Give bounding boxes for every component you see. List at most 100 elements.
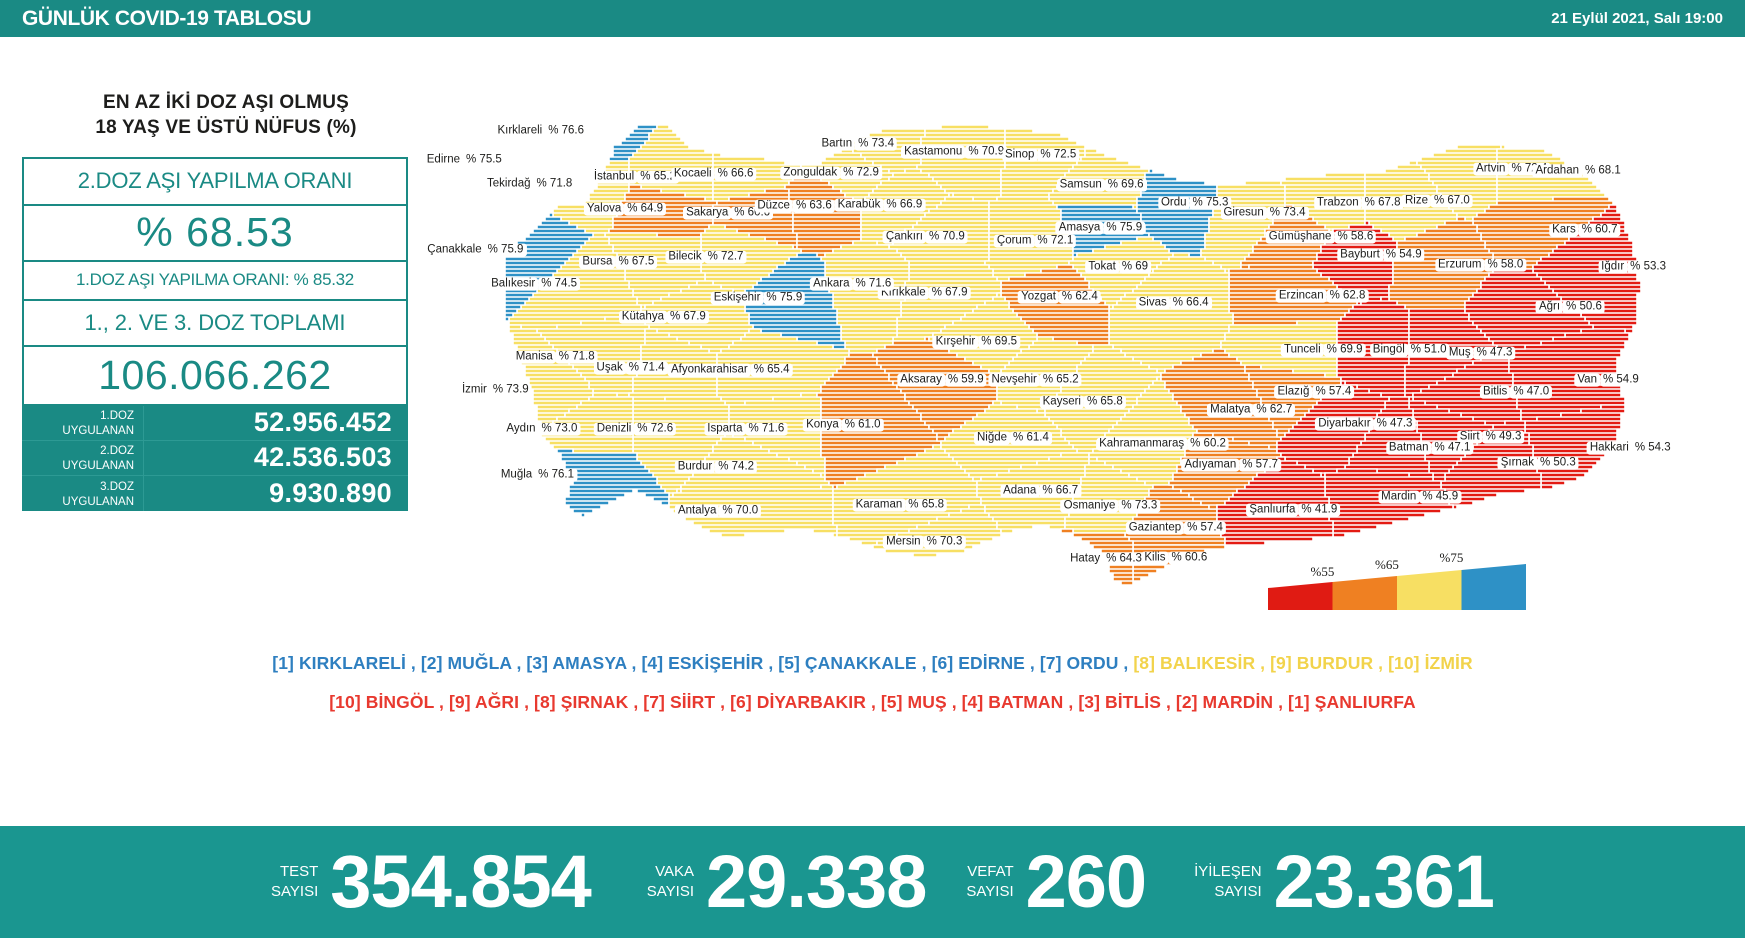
ranked-province: [3] AMASYA [526, 653, 626, 673]
legend-band-1 [1332, 576, 1397, 610]
vax-row-1: % 68.53 [24, 205, 406, 262]
vax-row-0: 2.DOZ AŞI YAPILMA ORANI [24, 158, 406, 206]
vaccination-panel: EN AZ İKİ DOZ AŞI OLMUŞ 18 YAŞ VE ÜSTÜ N… [22, 90, 408, 511]
list-separator: , [763, 653, 779, 673]
list-separator: , [865, 692, 881, 712]
list-separator: , [519, 692, 535, 712]
ranked-province: [6] EDİRNE [932, 653, 1025, 673]
ranked-province-name: MARDİN [1197, 692, 1274, 712]
ranked-province: [8] BALIKESİR [1133, 653, 1255, 673]
list-separator: , [916, 653, 932, 673]
ranked-province-name: ESKİŞEHİR [663, 653, 764, 673]
stat-label-line1: VAKA [655, 862, 695, 880]
dose-value: 42.536.503 [253, 442, 392, 473]
stat-i̇yi̇leşen: İYİLEŞEN SAYISI 23.361 [1194, 845, 1495, 919]
lowest-vaccination-list: [10] BİNGÖL , [9] AĞRI , [8] ŞIRNAK , [7… [0, 683, 1745, 722]
page-header: GÜNLÜK COVID-19 TABLOSU 21 Eylül 2021, S… [0, 0, 1745, 37]
list-separator: , [1063, 692, 1079, 712]
legend-band-2 [1397, 570, 1462, 610]
ranked-province: [10] BİNGÖL [329, 692, 434, 712]
dose-value: 9.930.890 [269, 477, 392, 508]
ranked-province-name: EDİRNE [953, 653, 1025, 673]
stat-vefat: VEFAT SAYISI 260 [966, 845, 1147, 919]
ranked-province-name: ŞANLIURFA [1309, 692, 1416, 712]
ranked-province-name: DİYARBAKIR [751, 692, 866, 712]
rank-badge: [6] [730, 692, 752, 712]
map-province-kilis[interactable] [1132, 544, 1226, 582]
ranked-province: [7] SİİRT [643, 692, 715, 712]
ranked-province: [1] KIRKLARELİ [272, 653, 406, 673]
dose-label: 1.DOZ UYGULANAN [22, 405, 144, 440]
ranked-province: [8] ŞIRNAK [534, 692, 628, 712]
ranked-province: [9] AĞRI [449, 692, 519, 712]
legend-wedge [1268, 564, 1526, 610]
stat-label-line2: SAYISI [966, 883, 1014, 900]
dose-row: 1.DOZ UYGULANAN 52.956.452 [22, 405, 408, 441]
list-separator: , [1373, 653, 1389, 673]
main-stage: EN AZ İKİ DOZ AŞI OLMUŞ 18 YAŞ VE ÜSTÜ N… [0, 37, 1745, 938]
vax-row-2: 1.DOZ AŞI YAPILMA ORANI: % 85.32 [24, 261, 406, 301]
panel-heading: EN AZ İKİ DOZ AŞI OLMUŞ 18 YAŞ VE ÜSTÜ N… [22, 90, 408, 141]
panel-heading-line2: 18 YAŞ VE ÜSTÜ NÜFUS (%) [95, 117, 357, 139]
list-separator: , [626, 653, 642, 673]
ranked-province-name: ORDU [1061, 653, 1119, 673]
stat-value: 29.338 [706, 840, 927, 923]
stat-label-line2: SAYISI [271, 883, 319, 900]
rank-badge: [5] [778, 653, 800, 673]
province-ranking-lists: [1] KIRKLARELİ , [2] MUĞLA , [3] AMASYA … [0, 644, 1745, 722]
stat-label: TEST SAYISI [271, 862, 318, 903]
map-province-antalya[interactable] [668, 484, 838, 538]
ranked-province-name: ÇANAKKALE [799, 653, 917, 673]
rank-badge: [7] [1039, 653, 1062, 673]
dose-value: 52.956.452 [253, 407, 392, 438]
rank-badge: [4] [961, 692, 984, 712]
list-separator: , [1161, 692, 1176, 712]
dose-label-line1: 2.DOZ [100, 445, 134, 458]
ranked-province: [9] BURDUR [1270, 653, 1373, 673]
ranked-province-name: MUĞLA [442, 653, 512, 673]
ranked-province: [5] MUŞ [881, 692, 947, 712]
stat-label-line2: SAYISI [1214, 883, 1262, 900]
map-color-legend: %55 %65 %75 [1268, 542, 1526, 612]
rank-badge: [7] [643, 692, 665, 712]
map-svg [504, 124, 1642, 586]
rank-badge: [3] [526, 653, 549, 673]
rank-badge: [8] [1133, 653, 1156, 673]
rank-badge: [10] [329, 692, 361, 712]
ranked-province-name: SİİRT [664, 692, 716, 712]
legend-band-0 [1268, 582, 1333, 610]
stat-label-line1: TEST [279, 862, 319, 880]
rank-badge: [5] [880, 692, 903, 712]
dose-label: 3.DOZ UYGULANAN [22, 475, 144, 511]
ranked-province-name: BALIKESİR [1155, 653, 1256, 673]
stat-label: VEFAT SAYISI [966, 862, 1013, 903]
ranked-province: [1] ŞANLIURFA [1288, 692, 1416, 712]
map-province-ayd-n[interactable] [540, 392, 634, 454]
stat-label-line1: VEFAT [967, 862, 1014, 880]
stat-value: 354.854 [330, 840, 591, 923]
ranked-province-name: ŞIRNAK [555, 692, 629, 712]
panel-heading-line1: EN AZ İKİ DOZ AŞI OLMUŞ [103, 92, 349, 113]
stat-label: VAKA SAYISI [647, 862, 694, 903]
map-province-k-r-ehir[interactable] [928, 292, 1038, 374]
rank-badge: [9] [448, 692, 471, 712]
legend-band-3 [1461, 564, 1526, 610]
rank-badge: [1] [272, 653, 294, 673]
map-province-bilecik[interactable] [700, 224, 802, 294]
legend-tick-2: %75 [1439, 550, 1464, 565]
map-province-mu-la[interactable] [556, 448, 670, 518]
ranked-province: [5] ÇANAKKALE [778, 653, 916, 673]
map-province--anl-urfa[interactable] [1216, 456, 1334, 546]
list-separator: , [1024, 653, 1040, 673]
map-province-ardahan[interactable] [1496, 144, 1606, 202]
dose-label-line1: 1.DOZ [100, 410, 134, 423]
map-province-hatay[interactable] [1060, 528, 1134, 586]
rank-badge: [9] [1270, 653, 1292, 673]
list-separator: , [511, 653, 527, 673]
ranked-province-name: BURDUR [1291, 653, 1374, 673]
ranked-province-name: İZMİR [1419, 653, 1473, 673]
list-separator: , [628, 692, 644, 712]
highest-vaccination-list: [1] KIRKLARELİ , [2] MUĞLA , [3] AMASYA … [0, 644, 1745, 683]
legend-tick-0: %55 [1310, 564, 1335, 579]
list-separator: , [715, 692, 731, 712]
